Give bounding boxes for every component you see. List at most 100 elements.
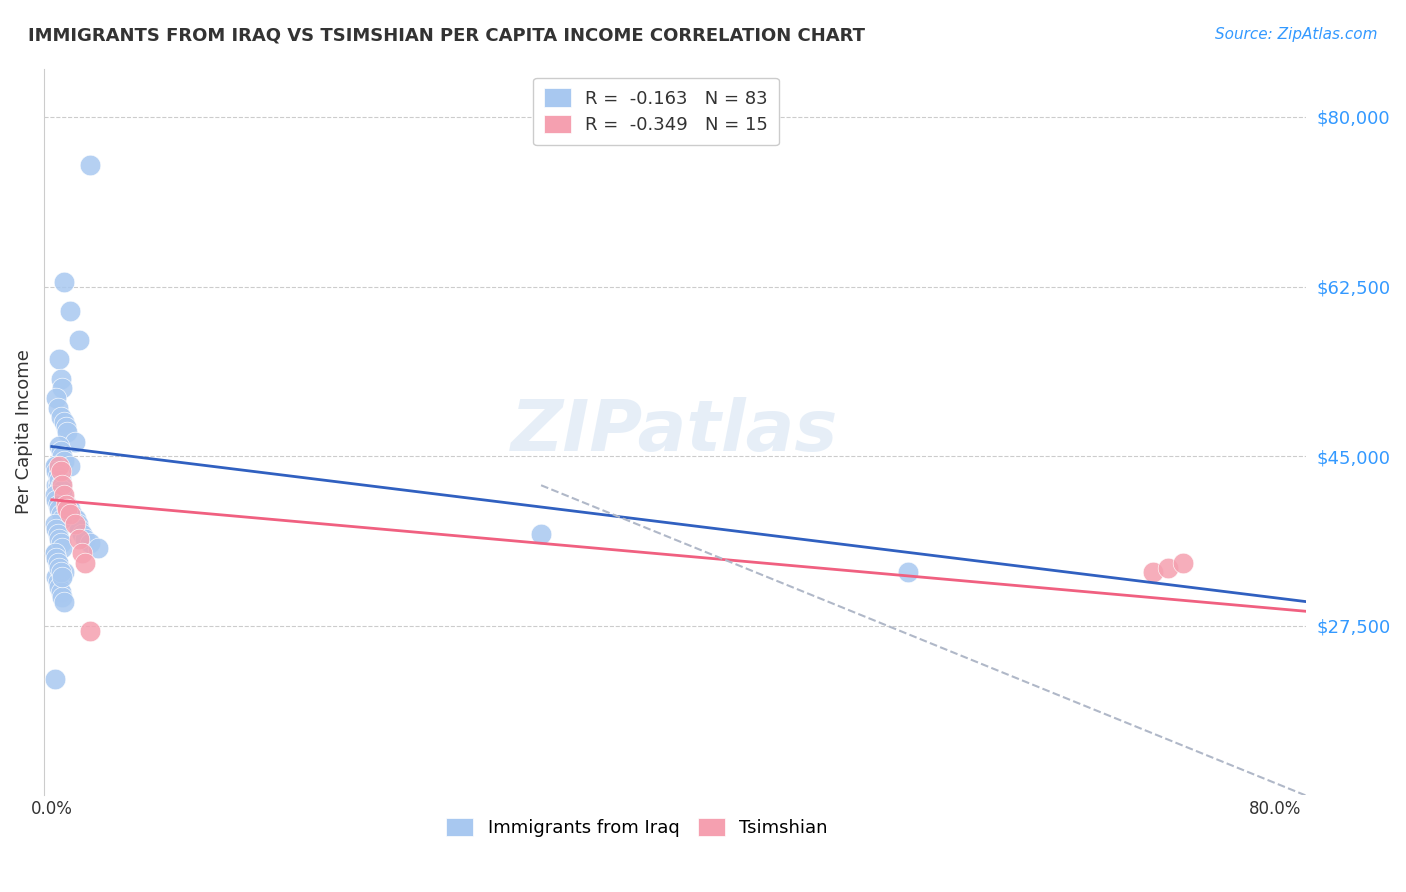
Immigrants from Iraq: [51, 590, 73, 604]
Tsimshian: [1142, 566, 1164, 580]
Immigrants from Iraq: [65, 512, 87, 526]
Immigrants from Iraq: [51, 478, 73, 492]
Immigrants from Iraq: [53, 415, 76, 429]
Immigrants from Iraq: [530, 526, 553, 541]
Immigrants from Iraq: [46, 468, 69, 483]
Tsimshian: [1173, 556, 1195, 570]
Immigrants from Iraq: [45, 492, 67, 507]
Immigrants from Iraq: [66, 516, 89, 531]
Immigrants from Iraq: [49, 585, 72, 599]
Immigrants from Iraq: [48, 560, 70, 574]
Immigrants from Iraq: [45, 551, 67, 566]
Immigrants from Iraq: [49, 566, 72, 580]
Immigrants from Iraq: [48, 580, 70, 594]
Immigrants from Iraq: [46, 498, 69, 512]
Immigrants from Iraq: [48, 532, 70, 546]
Immigrants from Iraq: [72, 526, 94, 541]
Tsimshian: [75, 556, 97, 570]
Immigrants from Iraq: [51, 483, 73, 497]
Immigrants from Iraq: [44, 672, 66, 686]
Immigrants from Iraq: [46, 526, 69, 541]
Immigrants from Iraq: [59, 303, 82, 318]
Immigrants from Iraq: [49, 478, 72, 492]
Tsimshian: [55, 498, 77, 512]
Immigrants from Iraq: [45, 464, 67, 478]
Immigrants from Iraq: [56, 425, 79, 439]
Immigrants from Iraq: [51, 488, 73, 502]
Immigrants from Iraq: [44, 546, 66, 560]
Immigrants from Iraq: [44, 458, 66, 473]
Immigrants from Iraq: [56, 498, 79, 512]
Immigrants from Iraq: [45, 570, 67, 584]
Immigrants from Iraq: [46, 478, 69, 492]
Tsimshian: [72, 546, 94, 560]
Tsimshian: [56, 502, 79, 516]
Immigrants from Iraq: [45, 391, 67, 405]
Tsimshian: [49, 464, 72, 478]
Immigrants from Iraq: [49, 536, 72, 550]
Immigrants from Iraq: [46, 401, 69, 415]
Immigrants from Iraq: [45, 478, 67, 492]
Text: ZIPatlas: ZIPatlas: [512, 398, 838, 467]
Immigrants from Iraq: [55, 420, 77, 434]
Immigrants from Iraq: [63, 434, 86, 449]
Immigrants from Iraq: [53, 594, 76, 608]
Immigrants from Iraq: [59, 458, 82, 473]
Tsimshian: [59, 508, 82, 522]
Immigrants from Iraq: [46, 556, 69, 570]
Immigrants from Iraq: [45, 458, 67, 473]
Immigrants from Iraq: [51, 570, 73, 584]
Immigrants from Iraq: [79, 536, 101, 550]
Immigrants from Iraq: [59, 502, 82, 516]
Immigrants from Iraq: [51, 381, 73, 395]
Immigrants from Iraq: [60, 508, 83, 522]
Immigrants from Iraq: [49, 488, 72, 502]
Immigrants from Iraq: [48, 440, 70, 454]
Immigrants from Iraq: [46, 575, 69, 590]
Immigrants from Iraq: [86, 541, 108, 556]
Immigrants from Iraq: [53, 566, 76, 580]
Tsimshian: [51, 478, 73, 492]
Text: Source: ZipAtlas.com: Source: ZipAtlas.com: [1215, 27, 1378, 42]
Immigrants from Iraq: [46, 464, 69, 478]
Immigrants from Iraq: [48, 352, 70, 367]
Immigrants from Iraq: [79, 158, 101, 172]
Immigrants from Iraq: [53, 492, 76, 507]
Immigrants from Iraq: [53, 275, 76, 289]
Immigrants from Iraq: [51, 449, 73, 463]
Tsimshian: [63, 516, 86, 531]
Legend: Immigrants from Iraq, Tsimshian: Immigrants from Iraq, Tsimshian: [439, 811, 835, 845]
Immigrants from Iraq: [51, 566, 73, 580]
Immigrants from Iraq: [46, 556, 69, 570]
Immigrants from Iraq: [45, 522, 67, 536]
Y-axis label: Per Capita Income: Per Capita Income: [15, 350, 32, 515]
Immigrants from Iraq: [48, 468, 70, 483]
Immigrants from Iraq: [49, 372, 72, 386]
Immigrants from Iraq: [53, 454, 76, 468]
Immigrants from Iraq: [44, 546, 66, 560]
Tsimshian: [48, 458, 70, 473]
Tsimshian: [67, 532, 90, 546]
Immigrants from Iraq: [44, 488, 66, 502]
Immigrants from Iraq: [48, 560, 70, 574]
Immigrants from Iraq: [67, 333, 90, 347]
Immigrants from Iraq: [49, 444, 72, 458]
Immigrants from Iraq: [49, 474, 72, 488]
Immigrants from Iraq: [897, 566, 920, 580]
Immigrants from Iraq: [58, 502, 80, 516]
Immigrants from Iraq: [51, 512, 73, 526]
Immigrants from Iraq: [49, 410, 72, 425]
Tsimshian: [53, 488, 76, 502]
Immigrants from Iraq: [48, 474, 70, 488]
Tsimshian: [79, 624, 101, 638]
Immigrants from Iraq: [45, 551, 67, 566]
Immigrants from Iraq: [49, 566, 72, 580]
Tsimshian: [1157, 560, 1180, 574]
Immigrants from Iraq: [48, 483, 70, 497]
Immigrants from Iraq: [44, 516, 66, 531]
Immigrants from Iraq: [49, 508, 72, 522]
Immigrants from Iraq: [55, 498, 77, 512]
Immigrants from Iraq: [51, 541, 73, 556]
Immigrants from Iraq: [48, 502, 70, 516]
Immigrants from Iraq: [63, 512, 86, 526]
